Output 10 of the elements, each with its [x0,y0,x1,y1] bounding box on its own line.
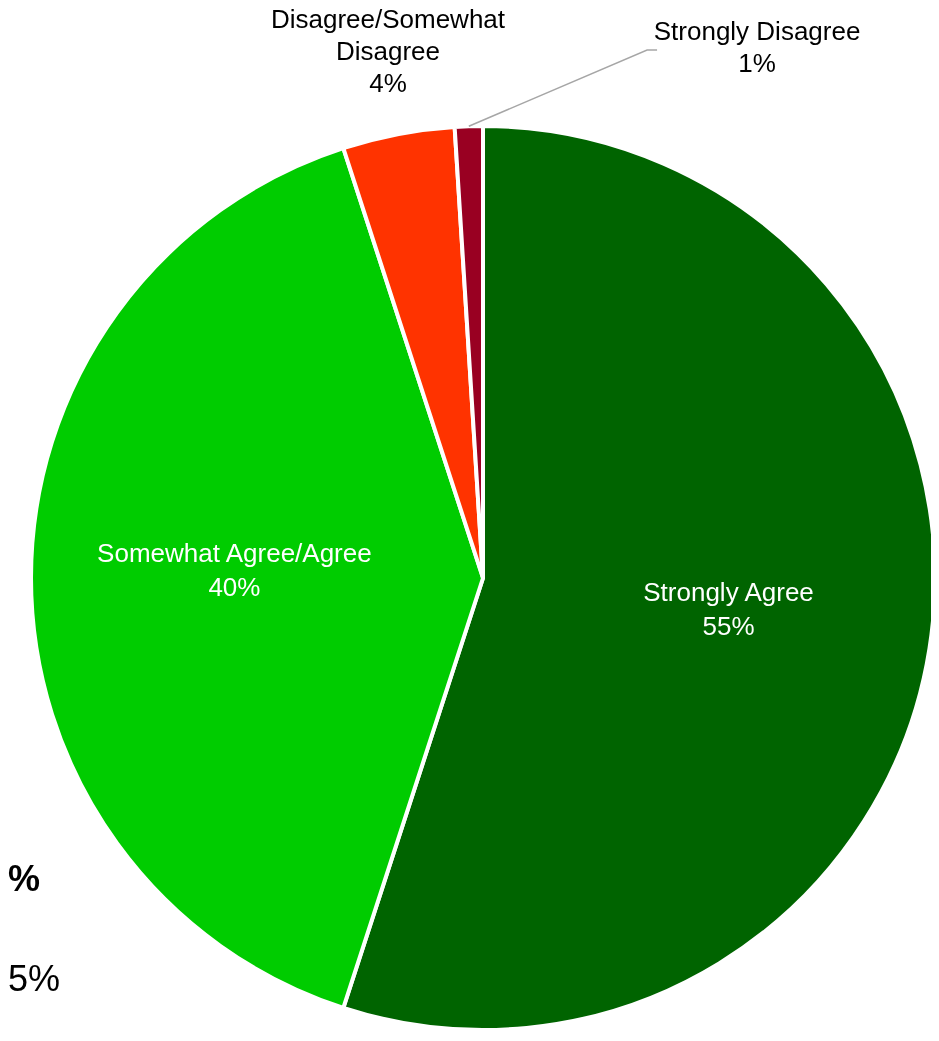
slice-label: Strongly Agree [643,576,814,607]
data-label: 1% [738,48,776,78]
text: % [8,858,41,900]
slice-label: Disagree/Somewhat Disagree [270,3,506,66]
data-label: 4% [369,67,407,98]
slice-label: Strongly Disagree [653,16,861,46]
text: 5% [8,958,61,1000]
data-label: 55% [702,610,755,641]
slice-label: Somewhat Agree/Agree [97,538,372,568]
data-label: 40% [208,572,261,602]
